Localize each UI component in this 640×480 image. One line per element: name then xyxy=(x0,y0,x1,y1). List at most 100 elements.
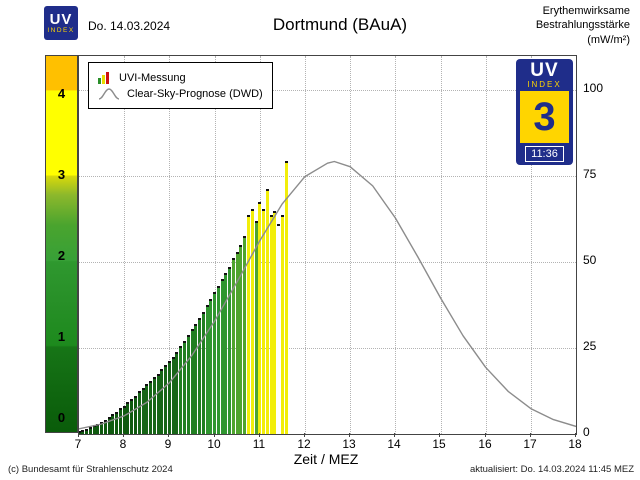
copyright-label: (c) Bundesamt für Strahlenschutz 2024 xyxy=(8,464,173,475)
measurement-bar xyxy=(156,373,160,434)
page-title: Dortmund (BAuA) xyxy=(272,15,408,34)
badge-uv-value: 3 xyxy=(520,91,569,143)
measurement-bar xyxy=(103,419,107,434)
vertical-gridline xyxy=(440,56,442,434)
measurement-bar xyxy=(235,251,239,434)
measurement-bar xyxy=(224,272,228,434)
unit-line-1: Erythemwirksame xyxy=(542,5,630,17)
measurement-bar xyxy=(280,215,284,434)
measurement-bar xyxy=(186,335,190,434)
unit-line-3: (mW/m²) xyxy=(587,33,630,46)
forecast-curve-icon xyxy=(98,88,120,100)
measurement-bars-icon xyxy=(98,71,112,84)
x-axis-tick-mark xyxy=(530,433,531,437)
measurement-bar xyxy=(205,305,209,434)
y-axis-tick-label: 75 xyxy=(583,167,597,181)
measurement-bar xyxy=(92,425,96,434)
uvi-band-label: 3 xyxy=(57,167,66,182)
measurement-bar xyxy=(171,356,175,434)
x-axis-tick-mark xyxy=(168,433,169,437)
x-axis-tick-mark xyxy=(214,433,215,437)
measurement-bar xyxy=(81,429,85,434)
measurement-bar xyxy=(220,279,224,434)
x-axis-tick-label: 17 xyxy=(523,437,537,451)
measurement-bar xyxy=(107,416,111,434)
clear-sky-forecast-curve xyxy=(79,160,576,430)
horizontal-gridline xyxy=(79,90,576,92)
badge-uv-text: UV xyxy=(530,60,559,81)
measurement-bar xyxy=(149,380,152,434)
measurement-bars-series xyxy=(79,56,576,434)
x-axis-tick-mark xyxy=(394,433,395,437)
x-axis-tick-label: 14 xyxy=(387,437,401,451)
measurement-bar xyxy=(262,208,265,434)
horizontal-gridline xyxy=(79,176,576,178)
y-axis-tick-label: 25 xyxy=(583,339,597,353)
uvi-band-label: 2 xyxy=(57,248,66,263)
measurement-bar xyxy=(258,202,262,434)
x-axis-title: Zeit / MEZ xyxy=(293,451,359,467)
x-axis-tick-mark xyxy=(485,433,486,437)
legend-row-forecast: Clear-Sky-Prognose (DWD) xyxy=(98,87,263,100)
horizontal-gridline xyxy=(79,262,576,264)
measurement-bar xyxy=(201,312,205,434)
x-axis-tick-label: 9 xyxy=(164,437,172,451)
y-axis-tick-label: 50 xyxy=(583,253,597,267)
unit-axis-title: Erythemwirksame Bestrahlungsstärke (mW/m… xyxy=(536,4,630,47)
measurement-bar xyxy=(250,208,254,434)
x-axis-tick-label: 13 xyxy=(342,437,356,451)
x-axis-tick-label: 8 xyxy=(119,437,127,451)
measurement-bar xyxy=(269,215,273,434)
measurement-bar xyxy=(231,258,235,434)
badge-index-text: INDEX xyxy=(527,80,562,89)
x-axis-tick-mark xyxy=(439,433,440,437)
x-axis-tick-label: 16 xyxy=(478,437,492,451)
measurement-bar xyxy=(216,286,220,434)
measurement-bar xyxy=(243,236,247,434)
uvi-color-scale-strip xyxy=(45,55,78,433)
measurement-bar xyxy=(213,292,216,434)
measurement-bar xyxy=(164,365,168,434)
measurement-bar xyxy=(118,408,122,434)
measurement-bar xyxy=(284,160,288,434)
logo-uv-text: UV xyxy=(49,10,73,28)
x-axis-tick-mark xyxy=(304,433,305,437)
chart-legend: UVI-Messung Clear-Sky-Prognose (DWD) xyxy=(88,62,273,109)
measurement-bar xyxy=(228,266,232,434)
measurement-bar xyxy=(239,245,243,434)
vertical-gridline xyxy=(304,56,306,434)
chart-plot-area xyxy=(78,55,577,435)
legend-measurement-label: UVI-Messung xyxy=(119,71,186,84)
measurement-bar xyxy=(130,398,134,434)
measurement-bar xyxy=(246,215,250,434)
measurement-bar xyxy=(167,361,171,434)
measurement-bar xyxy=(115,411,119,434)
x-axis-tick-mark xyxy=(575,433,576,437)
measurement-bar xyxy=(79,430,81,434)
measurement-bar xyxy=(160,369,164,434)
measurement-bar xyxy=(194,324,198,434)
measurement-bar xyxy=(254,220,258,434)
uvi-band-label: 4 xyxy=(57,86,66,101)
measurement-bar xyxy=(126,402,130,434)
measurement-bar xyxy=(141,387,145,434)
measurement-bar xyxy=(209,299,213,434)
updated-label: aktualisiert: Do. 14.03.2024 11:45 MEZ xyxy=(469,464,634,475)
x-axis-tick-label: 15 xyxy=(432,437,446,451)
measurement-bar xyxy=(88,427,92,434)
measurement-bar xyxy=(134,395,137,434)
y-axis-tick-label: 0 xyxy=(583,425,590,439)
measurement-bar xyxy=(85,428,88,434)
horizontal-gridline xyxy=(79,348,576,350)
x-axis-tick-mark xyxy=(123,433,124,437)
badge-measurement-time: 11:36 xyxy=(525,146,564,162)
x-axis-tick-label: 7 xyxy=(74,437,82,451)
uvi-band-label: 1 xyxy=(57,329,66,344)
legend-row-measurement: UVI-Messung xyxy=(98,71,263,84)
measurement-bar xyxy=(152,377,156,434)
vertical-gridline xyxy=(485,56,487,434)
measurement-bar xyxy=(198,318,201,434)
legend-forecast-label: Clear-Sky-Prognose (DWD) xyxy=(127,87,263,100)
vertical-gridline xyxy=(350,56,352,434)
